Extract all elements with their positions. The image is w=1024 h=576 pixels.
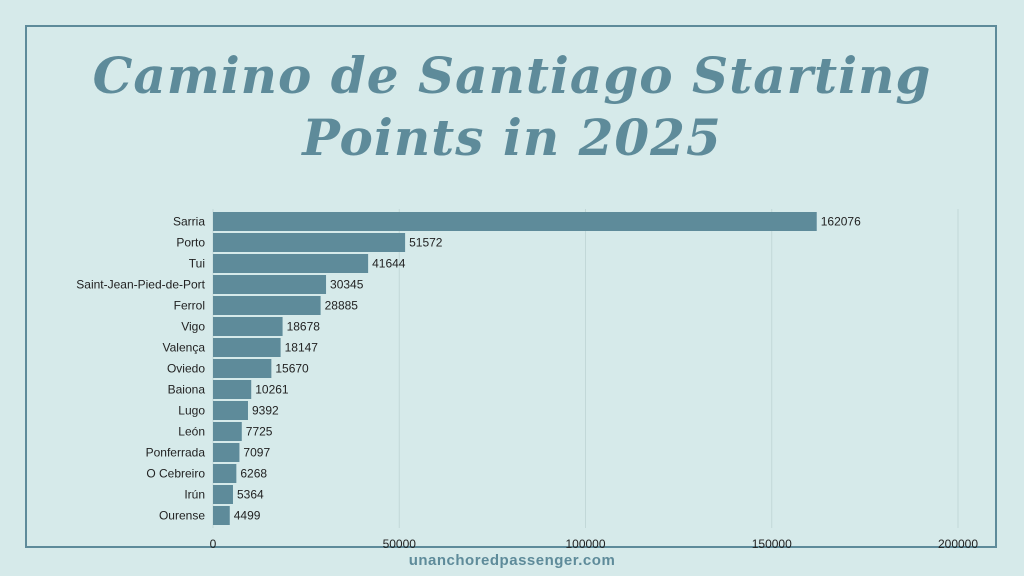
bar-2 bbox=[213, 254, 369, 273]
bar-1 bbox=[213, 233, 406, 252]
value-label-8: 10261 bbox=[255, 383, 289, 397]
chart-title: Camino de Santiago Starting Points in 20… bbox=[0, 45, 1024, 169]
category-label-10: León bbox=[178, 425, 205, 439]
value-label-9: 9392 bbox=[252, 404, 279, 418]
value-label-11: 7097 bbox=[243, 446, 270, 460]
value-label-5: 18678 bbox=[287, 320, 321, 334]
value-label-6: 18147 bbox=[285, 341, 319, 355]
value-label-1: 51572 bbox=[409, 236, 443, 250]
bar-4 bbox=[213, 296, 321, 315]
x-tick-label-2: 100000 bbox=[565, 537, 605, 551]
category-label-11: Ponferrada bbox=[146, 446, 206, 460]
category-label-7: Oviedo bbox=[167, 362, 205, 376]
category-label-1: Porto bbox=[176, 236, 205, 250]
bar-0 bbox=[213, 212, 817, 231]
bar-3 bbox=[213, 275, 327, 294]
value-label-12: 6268 bbox=[240, 467, 267, 481]
category-label-3: Saint-Jean-Pied-de-Port bbox=[76, 278, 205, 292]
value-label-14: 4499 bbox=[234, 509, 261, 523]
category-label-6: Valença bbox=[163, 341, 206, 355]
bar-8 bbox=[213, 380, 252, 399]
title-line-2: Points in 2025 bbox=[302, 108, 722, 167]
value-label-10: 7725 bbox=[246, 425, 273, 439]
bar-11 bbox=[213, 443, 240, 462]
site-url: unanchoredpassenger.com bbox=[408, 552, 616, 569]
value-label-7: 15670 bbox=[275, 362, 309, 376]
x-tick-label-3: 150000 bbox=[752, 537, 792, 551]
category-label-14: Ourense bbox=[159, 509, 205, 523]
value-label-2: 41644 bbox=[372, 257, 406, 271]
title-line-1: Camino de Santiago Starting bbox=[92, 46, 932, 105]
value-label-3: 30345 bbox=[330, 278, 364, 292]
category-label-2: Tui bbox=[189, 257, 205, 271]
bar-7 bbox=[213, 359, 272, 378]
chart-frame bbox=[25, 25, 997, 548]
category-label-8: Baiona bbox=[168, 383, 206, 397]
category-label-0: Sarria bbox=[173, 215, 205, 229]
category-label-13: Irún bbox=[184, 488, 205, 502]
x-tick-label-1: 50000 bbox=[383, 537, 417, 551]
category-label-4: Ferrol bbox=[174, 299, 205, 313]
category-label-5: Vigo bbox=[181, 320, 205, 334]
category-label-9: Lugo bbox=[178, 404, 205, 418]
category-label-12: O Cebreiro bbox=[146, 467, 205, 481]
bar-10 bbox=[213, 422, 242, 441]
value-label-0: 162076 bbox=[821, 215, 861, 229]
bar-13 bbox=[213, 485, 233, 504]
x-tick-label-0: 0 bbox=[210, 537, 217, 551]
value-label-13: 5364 bbox=[237, 488, 264, 502]
bar-5 bbox=[213, 317, 283, 336]
bar-14 bbox=[213, 506, 230, 525]
value-label-4: 28885 bbox=[325, 299, 359, 313]
x-tick-label-4: 200000 bbox=[938, 537, 978, 551]
bar-6 bbox=[213, 338, 281, 357]
bar-12 bbox=[213, 464, 237, 483]
bar-9 bbox=[213, 401, 248, 420]
